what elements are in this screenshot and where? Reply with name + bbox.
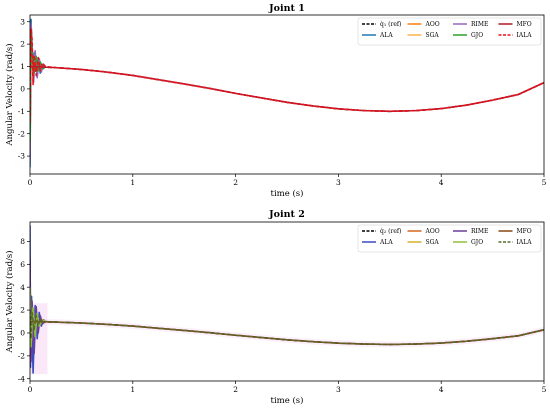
confidence-band <box>30 318 544 348</box>
y-tick-label: -2 <box>18 351 26 360</box>
legend-label: RIME <box>471 228 488 235</box>
y-axis-label: Angular Velocity (rad/s) <box>4 250 15 353</box>
x-tick-label: 4 <box>439 178 444 187</box>
y-tick-label: -4 <box>18 374 26 383</box>
legend-label: ALA <box>379 32 393 39</box>
y-tick-label: 8 <box>20 237 25 246</box>
x-tick-label: 4 <box>439 385 444 394</box>
legend-label: q̇₂ (ref) <box>380 228 401 235</box>
x-tick-label: 2 <box>233 178 238 187</box>
y-tick-label: 2 <box>20 306 25 315</box>
y-tick-label: 3 <box>20 17 25 26</box>
x-tick-label: 5 <box>542 178 547 187</box>
y-tick-label: -1 <box>18 107 25 116</box>
series-line-iala <box>30 27 544 123</box>
x-tick-label: 0 <box>28 385 33 394</box>
series-lines <box>30 225 544 374</box>
legend-box <box>357 17 542 46</box>
chart-title: Joint 2 <box>268 209 305 220</box>
y-tick-label: -3 <box>18 152 26 161</box>
legend-label: q̇₁ (ref) <box>380 21 401 28</box>
y-axis-label: Angular Velocity (rad/s) <box>4 43 15 146</box>
y-tick-label: 4 <box>20 283 25 292</box>
plot-frame <box>29 14 545 175</box>
y-tick-label: 0 <box>20 85 25 94</box>
legend-label: SGA <box>426 239 440 246</box>
legend-label: IALA <box>517 239 533 246</box>
x-tick-label: 2 <box>233 385 238 394</box>
x-tick-label: 1 <box>130 385 135 394</box>
legend-label: GJO <box>471 239 483 246</box>
x-tick-label: 0 <box>28 178 33 187</box>
x-tick-label: 5 <box>542 385 547 394</box>
legend-label: MFO <box>517 228 532 235</box>
legend-label: ALA <box>379 239 393 246</box>
y-tick-label: -2 <box>18 129 26 138</box>
series-line-iala <box>30 310 544 346</box>
x-tick-label: 3 <box>336 178 341 187</box>
x-axis-label: time (s) <box>271 395 304 406</box>
y-tick-label: 2 <box>20 40 25 49</box>
y-tick-label: 1 <box>20 62 25 71</box>
panel-joint-1: Joint 1 0 1 2 3 4 5 -3 -2 -1 0 1 2 3 time (s) Angular V… <box>4 3 547 199</box>
y-tick-label: 0 <box>20 329 25 338</box>
x-tick-label: 3 <box>336 385 341 394</box>
legend-label: GJO <box>471 32 483 39</box>
legend-label: AOO <box>425 228 440 235</box>
x-axis-label: time (s) <box>271 188 304 199</box>
x-tick-label: 1 <box>130 178 135 187</box>
legend-label: AOO <box>425 21 440 28</box>
panel-joint-2: Joint 2 0 1 2 3 4 5 -4 -2 0 2 4 6 8 time (s) Angular Ve… <box>4 209 547 406</box>
legend: q̇₂ (ref) ALA AOO SGA RIME GJO MFO IALA <box>357 224 542 253</box>
series-lines <box>30 18 544 168</box>
legend: q̇₁ (ref) ALA AOO SGA RIME GJO MFO IALA <box>357 17 542 46</box>
legend-label: RIME <box>471 21 488 28</box>
legend-label: IALA <box>517 32 533 39</box>
y-tick-label: 6 <box>20 260 25 269</box>
legend-box <box>357 224 542 253</box>
legend-label: MFO <box>517 21 532 28</box>
chart-title: Joint 1 <box>268 3 305 14</box>
legend-label: SGA <box>426 32 440 39</box>
plot-frame <box>29 221 545 382</box>
